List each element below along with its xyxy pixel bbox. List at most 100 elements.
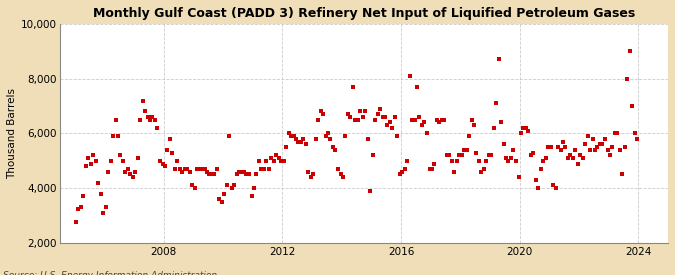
Point xyxy=(76,205,86,210)
Point xyxy=(592,145,603,149)
Point xyxy=(369,117,380,122)
Point xyxy=(236,169,247,174)
Point xyxy=(629,131,640,136)
Point xyxy=(441,153,452,158)
Point xyxy=(404,74,415,78)
Point xyxy=(246,194,257,199)
Point xyxy=(196,167,207,171)
Point xyxy=(192,167,202,171)
Point xyxy=(300,142,311,147)
Point xyxy=(556,148,566,152)
Point xyxy=(333,167,344,171)
Point xyxy=(535,167,546,171)
Point xyxy=(184,169,195,174)
Point xyxy=(627,104,638,108)
Point xyxy=(98,211,109,215)
Point xyxy=(276,159,287,163)
Title: Monthly Gulf Coast (PADD 3) Refinery Net Input of Liquified Petroleum Gases: Monthly Gulf Coast (PADD 3) Refinery Net… xyxy=(93,7,635,20)
Point xyxy=(115,153,126,158)
Point xyxy=(434,120,445,125)
Point xyxy=(550,186,561,190)
Point xyxy=(169,167,180,171)
Point xyxy=(204,172,215,177)
Point xyxy=(263,167,274,171)
Point xyxy=(389,115,400,119)
Point xyxy=(394,172,405,177)
Point xyxy=(491,101,502,106)
Point xyxy=(348,85,358,89)
Point xyxy=(377,115,388,119)
Point xyxy=(520,126,531,130)
Point xyxy=(330,148,341,152)
Point xyxy=(241,172,252,177)
Point xyxy=(372,112,383,116)
Point xyxy=(95,191,106,196)
Point xyxy=(595,142,605,147)
Point xyxy=(473,159,484,163)
Point xyxy=(458,148,469,152)
Point xyxy=(303,169,314,174)
Point xyxy=(342,112,353,116)
Point xyxy=(617,172,628,177)
Point xyxy=(516,131,526,136)
Point xyxy=(142,115,153,119)
Point xyxy=(293,139,304,144)
Point xyxy=(607,145,618,149)
Point xyxy=(217,200,227,204)
Point xyxy=(456,153,467,158)
Point xyxy=(296,139,306,144)
Point xyxy=(90,159,101,163)
Point xyxy=(147,115,158,119)
Point xyxy=(271,153,281,158)
Point xyxy=(284,131,294,136)
Point xyxy=(281,145,292,149)
Text: Source: U.S. Energy Information Administration: Source: U.S. Energy Information Administ… xyxy=(3,271,217,275)
Point xyxy=(144,117,155,122)
Point xyxy=(306,175,317,179)
Point xyxy=(501,156,512,160)
Point xyxy=(350,117,360,122)
Point xyxy=(466,117,477,122)
Point xyxy=(543,145,554,149)
Point xyxy=(446,159,457,163)
Point xyxy=(572,161,583,166)
Point xyxy=(323,131,333,136)
Point xyxy=(107,134,118,138)
Point xyxy=(182,167,192,171)
Point xyxy=(454,153,464,158)
Point xyxy=(70,220,81,225)
Point xyxy=(493,57,504,62)
Point xyxy=(357,115,368,119)
Point xyxy=(632,137,643,141)
Point xyxy=(194,167,205,171)
Point xyxy=(254,159,265,163)
Point xyxy=(321,134,331,138)
Point xyxy=(288,134,299,138)
Point xyxy=(538,159,549,163)
Point xyxy=(100,205,111,210)
Point xyxy=(256,167,267,171)
Point xyxy=(355,109,366,114)
Point xyxy=(187,183,198,188)
Point xyxy=(219,191,230,196)
Point xyxy=(488,126,499,130)
Point xyxy=(73,207,84,211)
Point xyxy=(150,117,161,122)
Point xyxy=(545,145,556,149)
Point xyxy=(269,159,279,163)
Point xyxy=(335,172,346,177)
Point xyxy=(266,156,277,160)
Point xyxy=(580,142,591,147)
Point xyxy=(120,169,131,174)
Point xyxy=(364,189,375,193)
Point xyxy=(600,137,611,141)
Point xyxy=(382,123,393,127)
Point xyxy=(409,117,420,122)
Point xyxy=(172,159,183,163)
Point xyxy=(414,115,425,119)
Point xyxy=(229,183,240,188)
Point xyxy=(318,112,329,116)
Point xyxy=(224,134,235,138)
Point xyxy=(360,109,371,114)
Point xyxy=(568,156,578,160)
